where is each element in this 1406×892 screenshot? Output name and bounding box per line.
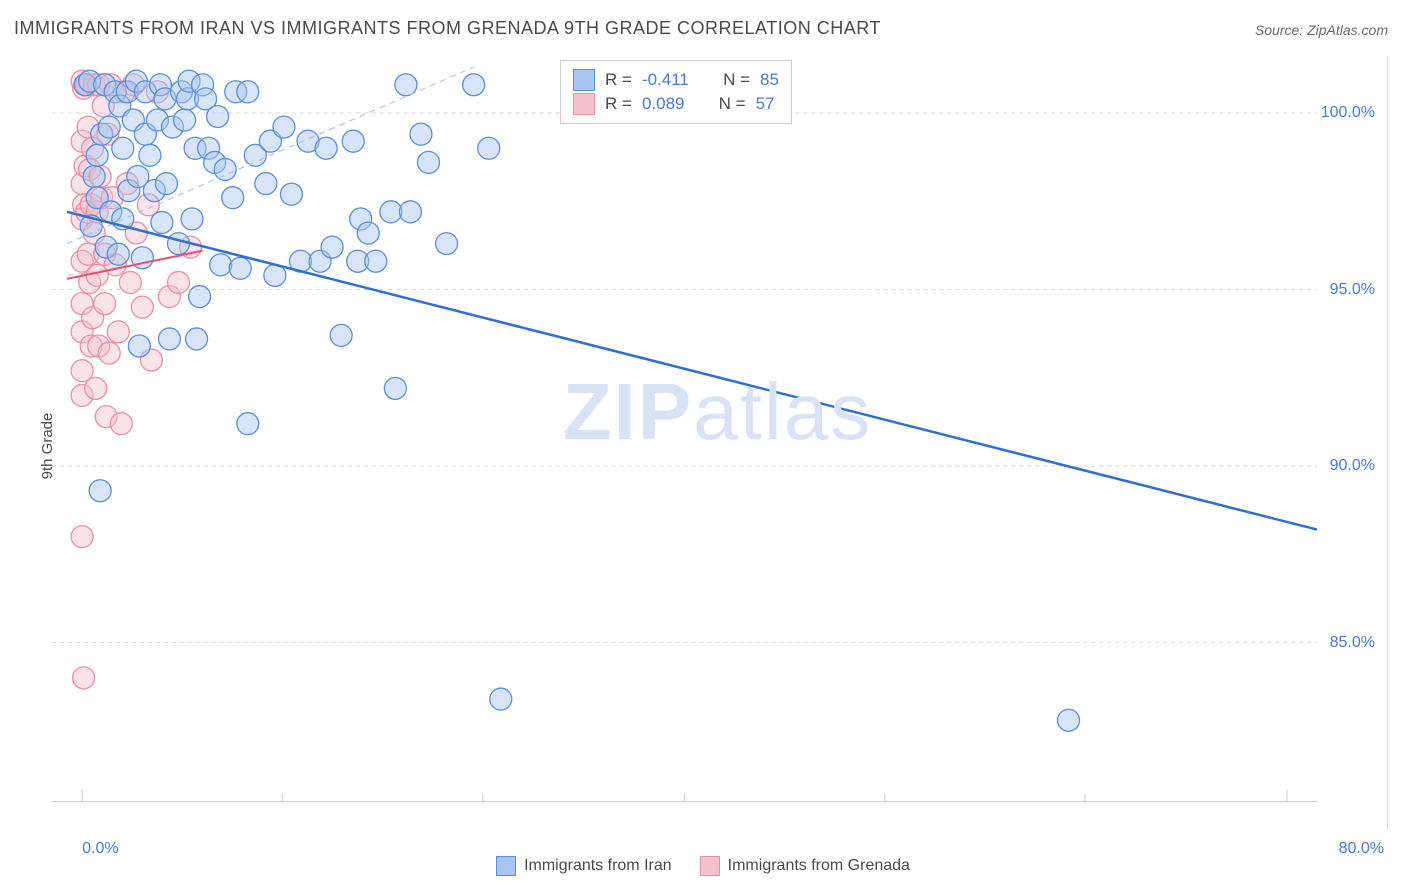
correlation-row: R = 0.089 N = 57 xyxy=(573,93,779,115)
y-tick-label: 85.0% xyxy=(1330,634,1375,652)
watermark: ZIPatlas xyxy=(563,366,872,458)
legend-item: Immigrants from Grenada xyxy=(700,856,910,876)
y-axis-label: 9th Grade xyxy=(39,413,56,480)
legend-swatch xyxy=(496,856,516,876)
series-legend: Immigrants from Iran Immigrants from Gren… xyxy=(0,856,1406,876)
legend-item: Immigrants from Iran xyxy=(496,856,672,876)
chart-area: ZIPatlas 85.0% 90.0% 95.0% 100.0% xyxy=(48,56,1388,830)
n-value: 85 xyxy=(760,70,779,90)
y-tick-label: 95.0% xyxy=(1330,281,1375,299)
x-tick-label: 80.0% xyxy=(1339,840,1384,858)
legend-swatch xyxy=(573,93,595,115)
r-label: R = xyxy=(605,70,632,90)
y-tick-label: 100.0% xyxy=(1321,104,1375,122)
legend-label: Immigrants from Iran xyxy=(524,857,672,875)
legend-swatch xyxy=(573,69,595,91)
r-value: 0.089 xyxy=(642,94,685,114)
r-value: -0.411 xyxy=(642,70,689,90)
n-label: N = xyxy=(719,94,746,114)
n-label: N = xyxy=(723,70,750,90)
correlation-row: R = -0.411 N = 85 xyxy=(573,69,779,91)
y-tick-label: 90.0% xyxy=(1330,457,1375,475)
correlation-legend: R = -0.411 N = 85R = 0.089 N = 57 xyxy=(560,60,792,124)
source-attribution: Source: ZipAtlas.com xyxy=(1255,22,1388,38)
n-value: 57 xyxy=(756,94,775,114)
legend-swatch xyxy=(700,856,720,876)
chart-title: IMMIGRANTS FROM IRAN VS IMMIGRANTS FROM … xyxy=(14,18,881,39)
x-tick-label: 0.0% xyxy=(82,840,118,858)
r-label: R = xyxy=(605,94,632,114)
legend-label: Immigrants from Grenada xyxy=(728,857,910,875)
